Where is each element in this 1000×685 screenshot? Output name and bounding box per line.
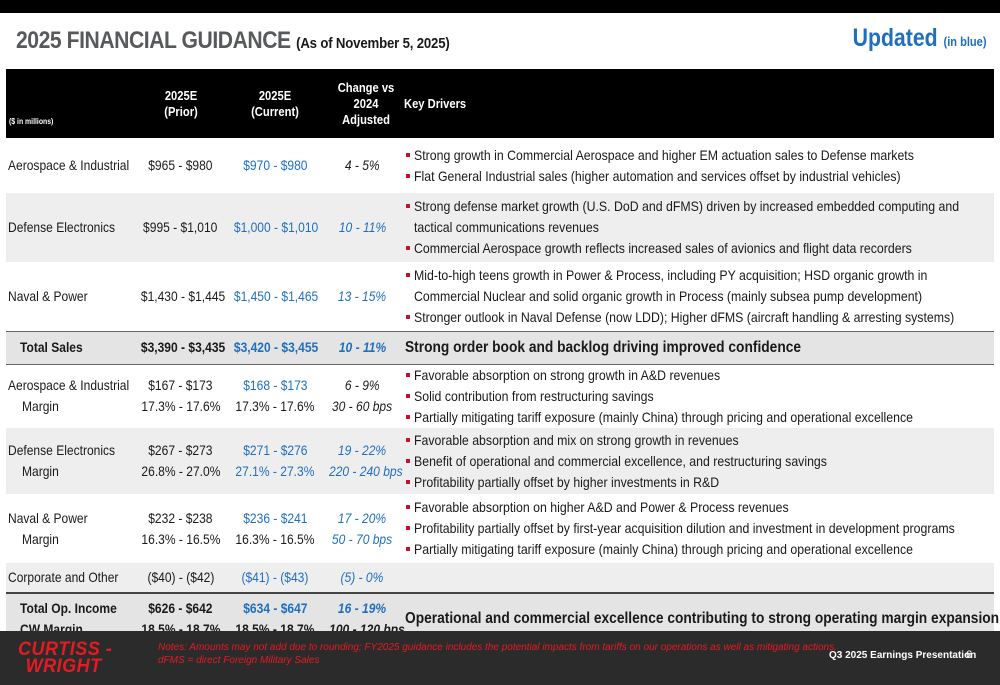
header-units: ($ in millions) (6, 69, 134, 138)
driver-item: Favorable absorption on higher A&D and P… (405, 497, 994, 518)
driver-item: Profitability partially offset by higher… (405, 472, 994, 493)
driver-item: Favorable absorption and mix on strong g… (405, 430, 994, 451)
table-row: Defense Electronics $995 - $1,010 $1,000… (6, 193, 994, 262)
footer-bar: CURTISS - WRIGHT Notes: Amounts may not … (0, 631, 1000, 685)
guidance-table: ($ in millions) 2025E (Prior) 2025E (Cur… (6, 69, 999, 643)
driver-item: Stronger outlook in Naval Defense (now L… (405, 307, 994, 328)
segment-name: Naval & Power Margin (8, 509, 88, 547)
driver-item: Commercial Aerospace growth reflects inc… (405, 238, 994, 259)
driver-item: Strong defense market growth (U.S. DoD a… (405, 196, 994, 238)
current-value: $168 - $173 17.3% - 17.6% (235, 377, 315, 415)
driver-item: Profitability partially offset by first-… (405, 518, 994, 539)
current-value: $970 - $980 (242, 157, 308, 173)
segment-name: Aerospace & Industrial (8, 157, 130, 173)
driver-item: Solid contribution from restructuring sa… (405, 386, 994, 407)
top-bar (0, 0, 1000, 13)
updated-note: (in blue) (943, 34, 986, 49)
prior-value: $965 - $980 (148, 157, 213, 173)
prior-value: ($40) - ($42) (134, 563, 227, 593)
change-value: 13 - 15% (337, 287, 387, 304)
header-current: 2025E (Current) (227, 69, 323, 138)
change-value: (5) - 0% (323, 563, 401, 593)
prior-value: $167 - $173 17.3% - 17.6% (141, 377, 220, 415)
presentation-name: Q3 2025 Earnings Presentation (829, 650, 977, 661)
table-row: Defense Electronics Margin $267 - $273 2… (6, 428, 994, 494)
change-value: 6 - 9% 30 - 60 bps (331, 377, 393, 415)
segment-name: Defense Electronics (6, 193, 134, 262)
page-number: 6 (966, 649, 973, 661)
key-drivers: Favorable absorption on higher A&D and P… (401, 494, 994, 563)
driver-item: Benefit of operational and commercial ex… (405, 451, 994, 472)
table-row: Naval & Power $1,430 - $1,445 $1,450 - $… (6, 262, 994, 331)
prior-value: $1,430 - $1,445 (140, 287, 226, 304)
header-change: Change vs 2024 Adjusted (323, 69, 401, 138)
change-value: 19 - 22% 220 - 240 bps (323, 428, 403, 494)
updated-legend: Updated (in blue) (852, 24, 986, 53)
table-header: ($ in millions) 2025E (Prior) 2025E (Cur… (6, 69, 994, 138)
driver-item: Partially mitigating tariff exposure (ma… (405, 539, 994, 560)
prior-value: $232 - $238 16.3% - 16.5% (141, 509, 220, 547)
prior-value: $3,390 - $3,435 (134, 330, 227, 365)
key-drivers-empty (401, 563, 994, 593)
key-drivers: Favorable absorption on strong growth in… (401, 364, 994, 428)
change-value: 17 - 20% 50 - 70 bps (331, 509, 393, 547)
driver-item: Favorable absorption on strong growth in… (405, 365, 994, 386)
segment-name: Corporate and Other (6, 563, 134, 593)
title-date: (As of November 5, 2025) (296, 35, 450, 52)
key-drivers: Mid-to-high teens growth in Power & Proc… (401, 262, 994, 331)
change-value: 10 - 11% (323, 193, 401, 262)
company-logo: CURTISS - WRIGHT (18, 639, 113, 677)
current-value: $271 - $276 27.1% - 27.3% (227, 428, 323, 494)
current-value: $1,450 - $1,465 (233, 287, 319, 304)
driver-item: Strong growth in Commercial Aerospace an… (405, 145, 994, 166)
table-row: Aerospace & Industrial $965 - $980 $970 … (6, 138, 994, 193)
key-drivers: Strong growth in Commercial Aerospace an… (401, 138, 994, 193)
key-drivers: Strong defense market growth (U.S. DoD a… (401, 193, 994, 262)
table-row: Aerospace & Industrial Margin $167 - $17… (6, 364, 994, 428)
header-prior: 2025E (Prior) (134, 69, 227, 138)
total-sales-statement: Strong order book and backlog driving im… (401, 330, 994, 365)
title-text: 2025 FINANCIAL GUIDANCE (16, 27, 291, 54)
current-value: $236 - $241 16.3% - 16.5% (235, 509, 315, 547)
header-drivers: Key Drivers (401, 69, 994, 138)
driver-item: Partially mitigating tariff exposure (ma… (405, 407, 994, 428)
note-line: Notes: Amounts may not add due to roundi… (158, 642, 837, 653)
prior-value: $267 - $273 26.8% - 27.0% (134, 428, 227, 494)
current-value: ($41) - ($43) (227, 563, 323, 593)
segment-name: Defense Electronics Margin (6, 428, 134, 494)
total-sales-row: Total Sales $3,390 - $3,435 $3,420 - $3,… (6, 330, 994, 365)
current-value: $1,000 - $1,010 (227, 193, 323, 262)
note-line: dFMS = direct Foreign Military Sales (158, 655, 320, 666)
current-value: $3,420 - $3,455 (227, 330, 323, 365)
updated-label: Updated (852, 24, 938, 52)
footer-notes: Notes: Amounts may not add due to roundi… (158, 641, 837, 667)
change-value: 4 - 5% (344, 157, 380, 173)
driver-item: Mid-to-high teens growth in Power & Proc… (405, 265, 994, 307)
segment-name: Aerospace & Industrial Margin (8, 377, 130, 415)
table-row: Naval & Power Margin $232 - $238 16.3% -… (6, 494, 994, 563)
segment-name: Naval & Power (8, 287, 88, 304)
driver-item: Flat General Industrial sales (higher au… (405, 166, 994, 187)
key-drivers: Favorable absorption and mix on strong g… (401, 428, 994, 494)
prior-value: $995 - $1,010 (134, 193, 227, 262)
total-sales-label: Total Sales (6, 330, 134, 365)
page-title: 2025 FINANCIAL GUIDANCE (As of November … (16, 27, 450, 55)
corporate-row: Corporate and Other ($40) - ($42) ($41) … (6, 563, 994, 593)
change-value: 10 - 11% (323, 330, 401, 365)
